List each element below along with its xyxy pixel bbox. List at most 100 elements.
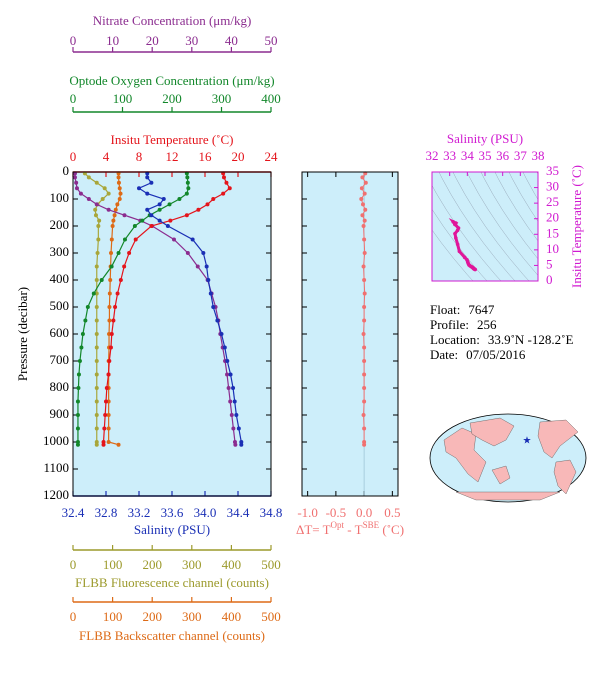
x-axis-title: Insitu Temperature (˚C)	[110, 132, 233, 147]
x-tick-label: 32.4	[62, 505, 85, 520]
profile-point	[111, 318, 116, 323]
delta-point	[362, 442, 367, 447]
profile-point	[219, 332, 224, 336]
profile-point	[168, 218, 173, 223]
x-tick-label: 33	[443, 148, 456, 163]
profile-point	[94, 359, 99, 363]
x-tick-label: 38	[532, 148, 545, 163]
profile-point	[228, 372, 233, 377]
profile-point	[86, 175, 91, 180]
plot-frame	[301, 171, 399, 497]
x-tick-label: 34.4	[227, 505, 250, 520]
x-tick-label: 0	[70, 91, 77, 106]
profile-point	[201, 251, 206, 255]
profile-point	[94, 399, 99, 404]
profile-point	[108, 345, 113, 350]
x-tick-label: 10	[106, 33, 119, 48]
x-tick-label: 16	[199, 149, 213, 164]
y-tick-label: 5	[546, 256, 553, 271]
profile-point	[221, 191, 226, 196]
y-axis-title: Pressure (decibar)	[15, 287, 30, 381]
profile-line	[102, 173, 231, 445]
x-tick-label: 400	[222, 557, 242, 572]
profile-point	[137, 186, 141, 191]
x-axis-title: FLBB Fluorescence channel (counts)	[75, 575, 269, 590]
y-tick-label: 30	[546, 179, 559, 194]
profile-point	[93, 213, 98, 218]
profile-point	[109, 237, 114, 242]
profile-point	[108, 278, 113, 282]
x-tick-label: 37	[514, 148, 528, 163]
profile-point	[122, 264, 127, 269]
profile-point	[94, 202, 99, 207]
plot-background	[302, 172, 398, 496]
x-tick-label: 400	[261, 91, 281, 106]
profile-point	[211, 197, 216, 201]
x-tick-label: 0	[70, 609, 77, 624]
x-tick-label: 32.8	[95, 505, 118, 520]
delta-point	[362, 318, 367, 323]
info-value: 256	[477, 317, 497, 332]
profile-point	[226, 386, 231, 390]
profile-point	[107, 305, 112, 309]
delta-line	[360, 173, 367, 445]
info-value: 07/05/2016	[466, 347, 526, 362]
superscript: SBE	[363, 520, 380, 530]
profile-point	[78, 191, 83, 196]
profile-point	[157, 202, 162, 207]
profile-point	[127, 251, 132, 255]
profile-point	[206, 278, 211, 282]
profile-point	[233, 442, 238, 447]
profile-point	[149, 180, 154, 185]
ts-point	[453, 222, 457, 227]
plot-background	[432, 172, 538, 281]
profile-point	[184, 191, 189, 196]
profile-point	[109, 251, 114, 255]
y-tick-label: 200	[50, 217, 70, 232]
profile-point	[97, 218, 102, 223]
x-tick-label: 300	[212, 91, 232, 106]
profile-point	[75, 426, 80, 431]
density-contour	[432, 229, 474, 281]
y-tick-label: 500	[50, 298, 70, 313]
profile-point	[103, 413, 108, 417]
profile-point	[231, 386, 236, 390]
x-axis-title: Optode Oxygen Concentration (μm/kg)	[69, 73, 274, 88]
profile-point	[74, 186, 79, 191]
delta-point	[362, 218, 367, 223]
profile-point	[118, 278, 123, 282]
profile-point	[145, 207, 150, 212]
x-tick-label: 12	[166, 149, 179, 164]
profile-point	[72, 175, 77, 180]
y-tick-label: 15	[546, 225, 559, 240]
x-tick-label: 0.0	[356, 505, 372, 520]
ts-point	[457, 249, 462, 254]
profile-point	[94, 305, 99, 309]
profile-point	[165, 224, 170, 228]
ts-point	[455, 228, 460, 233]
profile-point	[107, 332, 112, 336]
profile-point	[122, 237, 127, 242]
label-part: (˚C)	[379, 522, 404, 537]
y-tick-label: 25	[546, 194, 559, 209]
delta-point	[362, 399, 367, 404]
x-tick-label: 32	[426, 148, 439, 163]
profile-point	[94, 442, 99, 447]
info-label: Location:	[430, 332, 480, 347]
delta-point	[362, 251, 367, 255]
ts-point	[453, 231, 457, 236]
plot-frame	[72, 171, 272, 497]
x-tick-label: 0.5	[384, 505, 400, 520]
y-tick-label: 35	[546, 163, 559, 178]
x-axis-title: ΔT= TOpt - TSBE (˚C)	[296, 520, 404, 537]
delta-point	[361, 413, 366, 417]
profile-point	[96, 237, 101, 242]
info-label: Float:	[430, 302, 460, 317]
x-tick-label: 34.8	[260, 505, 283, 520]
y-tick-label: 800	[50, 379, 70, 394]
ts-point	[473, 267, 477, 272]
density-contour	[432, 208, 488, 281]
profile-point	[95, 251, 100, 255]
y-tick-label: 10	[546, 241, 559, 256]
profile-point	[231, 426, 236, 431]
